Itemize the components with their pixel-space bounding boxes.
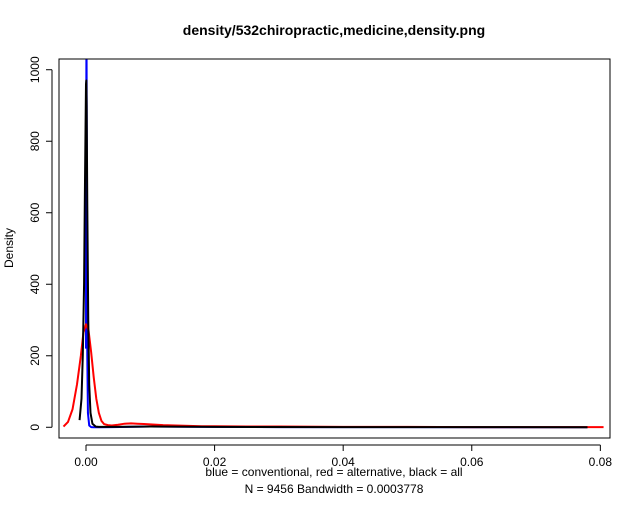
x-tick-label: 0.06: [460, 455, 484, 469]
chart-title: density/532chiropractic,medicine,density…: [183, 22, 485, 38]
x-axis-label-line2: N = 9456 Bandwidth = 0.0003778: [245, 482, 424, 496]
x-tick-label: 0.04: [332, 455, 356, 469]
y-tick-label: 400: [28, 274, 42, 294]
density-line-all: [78, 79, 588, 429]
y-axis: 0 200 400 600 800 1000: [28, 56, 53, 431]
y-tick-label: 200: [28, 345, 42, 365]
x-tick-label: 0.02: [203, 455, 227, 469]
x-tick-label: 0.08: [589, 455, 613, 469]
y-tick-label: 0: [28, 424, 42, 431]
x-axis-label-line1: blue = conventional, red = alternative, …: [205, 465, 462, 479]
x-tick-label: 0.00: [74, 455, 98, 469]
x-axis: 0.00 0.02 0.04 0.06 0.08: [74, 444, 613, 469]
plot-frame: [58, 58, 611, 439]
y-axis-label: Density: [2, 228, 16, 268]
density-line-alternative: [62, 323, 604, 429]
y-tick-label: 600: [28, 202, 42, 222]
density-line-conventional: [85, 59, 588, 429]
series-layer: [62, 59, 604, 429]
y-tick-label: 800: [28, 131, 42, 151]
y-tick-label: 1000: [28, 56, 42, 83]
